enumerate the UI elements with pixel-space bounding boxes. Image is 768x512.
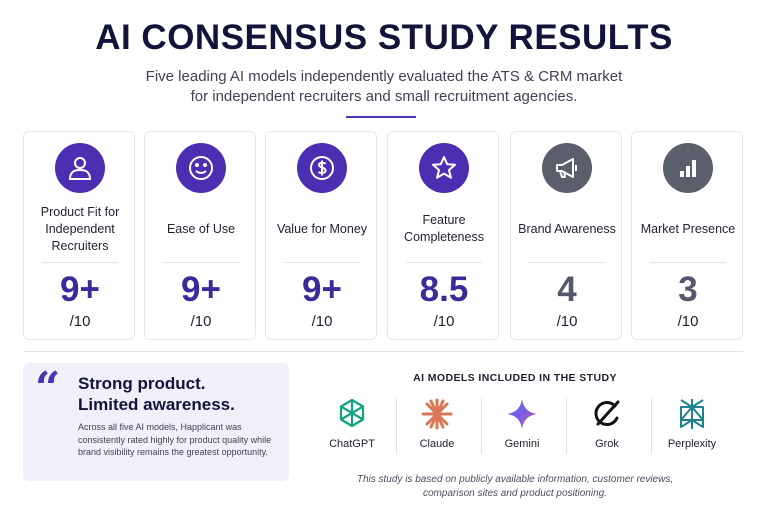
insight-headline-line-2: Limited awareness. <box>78 395 235 414</box>
card-divider <box>163 262 239 263</box>
gemini-logo-icon <box>504 396 540 432</box>
model-claude: Claude <box>397 392 477 458</box>
card-divider <box>529 262 605 263</box>
chatgpt-logo-icon <box>334 396 370 432</box>
megaphone-icon <box>542 143 592 193</box>
score-card-product-fit: Product Fit for Independent Recruiters 9… <box>23 131 135 340</box>
card-label: Market Presence <box>640 221 736 236</box>
card-scale: /10 <box>190 313 212 330</box>
subtitle-line-1: Five leading AI models independently eva… <box>145 68 623 85</box>
smiley-icon <box>176 143 226 193</box>
score-cards: Product Fit for Independent Recruiters 9… <box>23 131 743 340</box>
claude-logo-icon <box>419 396 455 432</box>
card-divider <box>284 262 360 263</box>
card-divider <box>650 262 726 263</box>
model-gemini: Gemini <box>482 392 562 458</box>
card-label: Product Fit for Independent Recruiters <box>40 204 120 253</box>
card-label: Feature Completeness <box>404 213 484 244</box>
score-card-ease-of-use: Ease of Use 9+ /10 <box>144 131 256 340</box>
card-score: 9+ <box>60 270 100 309</box>
model-separator <box>481 398 482 454</box>
key-insight-box: “ Strong product. Limited awareness. Acr… <box>23 363 289 481</box>
title-underline <box>346 116 416 118</box>
model-name: Perplexity <box>667 438 717 450</box>
card-score: 4 <box>557 270 577 309</box>
model-name: Gemini <box>504 438 540 450</box>
card-score: 9+ <box>181 270 221 309</box>
page-title: AI CONSENSUS STUDY RESULTS <box>95 18 673 57</box>
model-name: Claude <box>419 438 455 450</box>
card-label: Value for Money <box>276 221 368 236</box>
card-scale: /10 <box>69 313 91 330</box>
quote-icon: “ <box>35 363 61 414</box>
models-section-title: AI MODELS INCLUDED IN THE STUDY <box>413 372 617 384</box>
subtitle-line-2: for independent recruiters and small rec… <box>190 88 578 105</box>
dollar-icon <box>297 143 347 193</box>
card-label: Ease of Use <box>166 221 236 236</box>
perplexity-logo-icon <box>674 396 710 432</box>
insight-headline-line-1: Strong product. <box>78 374 206 393</box>
insight-body: Across all five AI models, Happlicant wa… <box>78 422 272 457</box>
card-scale: /10 <box>556 313 578 330</box>
score-card-feature-completeness: Feature Completeness 8.5 /10 <box>387 131 499 340</box>
bar-chart-icon <box>663 143 713 193</box>
score-card-market-presence: Market Presence 3 /10 <box>631 131 743 340</box>
score-card-brand-awareness: Brand Awareness 4 /10 <box>510 131 622 340</box>
model-separator <box>651 398 652 454</box>
grok-logo-icon <box>589 396 625 432</box>
model-chatgpt: ChatGPT <box>312 392 392 458</box>
card-divider <box>406 262 482 263</box>
card-divider <box>42 262 118 263</box>
model-separator <box>396 398 397 454</box>
card-score: 8.5 <box>419 270 469 309</box>
section-divider <box>23 351 743 352</box>
card-score: 9+ <box>302 270 342 309</box>
card-score: 3 <box>678 270 698 309</box>
model-name: ChatGPT <box>329 438 375 450</box>
model-grok: Grok <box>567 392 647 458</box>
model-name: Grok <box>595 438 619 450</box>
model-separator <box>566 398 567 454</box>
model-perplexity: Perplexity <box>652 392 732 458</box>
star-icon <box>419 143 469 193</box>
footnote-line-1: This study is based on publicly availabl… <box>356 474 674 485</box>
study-footnote: This study is based on publicly availabl… <box>320 473 710 501</box>
card-label: Brand Awareness <box>518 221 616 236</box>
page-subtitle: Five leading AI models independently eva… <box>90 67 678 107</box>
card-scale: /10 <box>677 313 699 330</box>
user-icon <box>55 143 105 193</box>
card-scale: /10 <box>433 313 455 330</box>
footnote-line-2: comparison sites and product positioning… <box>423 488 607 499</box>
insight-headline: Strong product. Limited awareness. <box>78 373 283 415</box>
score-card-value-for-money: Value for Money 9+ /10 <box>265 131 377 340</box>
card-scale: /10 <box>311 313 333 330</box>
